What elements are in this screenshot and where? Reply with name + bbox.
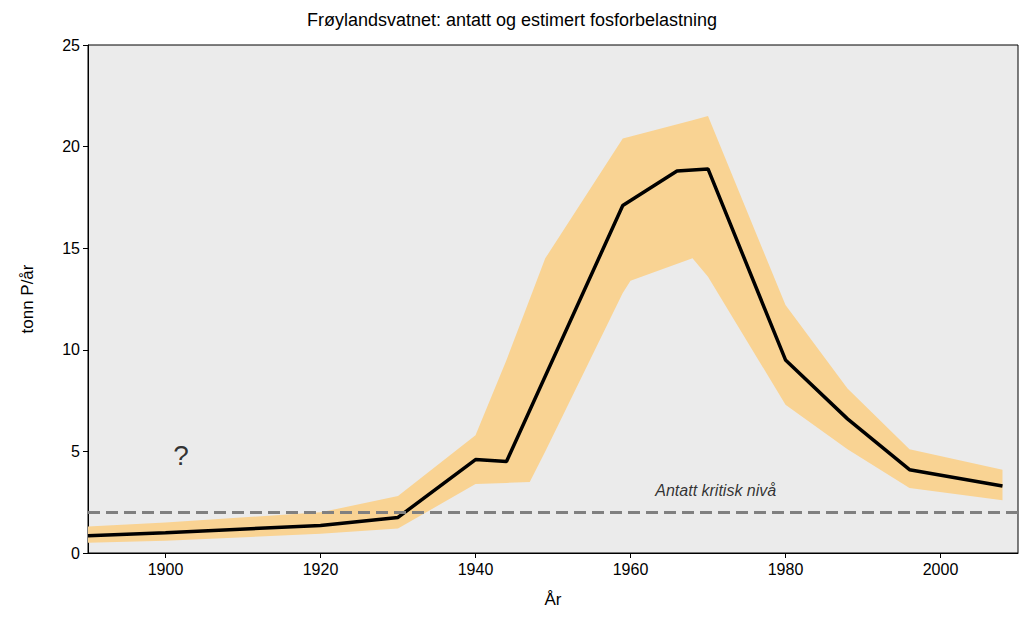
svg-text:1960: 1960 — [613, 561, 649, 578]
svg-text:1980: 1980 — [768, 561, 804, 578]
svg-text:?: ? — [173, 440, 189, 471]
svg-text:10: 10 — [62, 341, 80, 358]
svg-text:Antatt kritisk nivå: Antatt kritisk nivå — [654, 482, 776, 499]
svg-text:25: 25 — [62, 37, 80, 54]
svg-text:5: 5 — [71, 443, 80, 460]
svg-text:2000: 2000 — [923, 561, 959, 578]
svg-text:År: År — [545, 590, 562, 609]
svg-text:1920: 1920 — [303, 561, 339, 578]
svg-text:1900: 1900 — [148, 561, 184, 578]
svg-text:15: 15 — [62, 240, 80, 257]
svg-text:1940: 1940 — [458, 561, 494, 578]
svg-text:tonn P/år: tonn P/år — [18, 264, 37, 333]
svg-text:0: 0 — [71, 545, 80, 562]
svg-text:Frøylandsvatnet: antatt og est: Frøylandsvatnet: antatt og estimert fosf… — [307, 10, 717, 30]
svg-text:20: 20 — [62, 138, 80, 155]
